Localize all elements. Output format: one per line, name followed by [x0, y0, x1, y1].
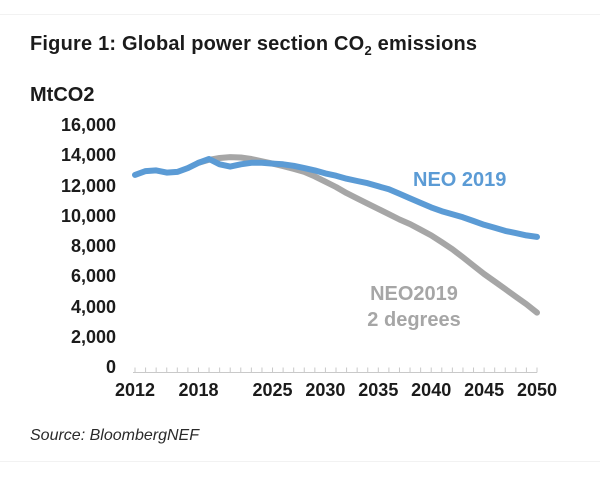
- y-axis-unit-label: MtCO2: [30, 84, 95, 106]
- x-axis-tick-label: 2050: [516, 380, 558, 400]
- figure-title-subscript: 2: [364, 43, 372, 58]
- top-divider: [0, 14, 600, 15]
- x-axis-tick-label: 2012: [114, 380, 156, 400]
- x-axis-tick-label: 2030: [305, 380, 346, 400]
- y-axis-tick-label: 6,000: [70, 266, 116, 287]
- figure-title: Figure 1: Global power section CO2 emiss…: [30, 33, 478, 58]
- y-axis-tick-label: 0: [105, 357, 116, 377]
- x-axis-tick-label: 2035: [358, 380, 399, 400]
- x-axis-tick-label: 2040: [411, 380, 452, 400]
- neo-2019-line: [132, 156, 540, 240]
- y-axis-tick-label: 14,000: [60, 145, 116, 166]
- source-credit: Source: BloombergNEF: [30, 427, 199, 444]
- series-label-neo-2019-2-degrees-line2: 2 degrees: [367, 309, 461, 331]
- neo2019-2-degrees-line: [195, 154, 540, 316]
- y-axis-tick-label: 8,000: [70, 236, 116, 256]
- y-axis-tick-label: 12,000: [60, 175, 116, 196]
- figure-title-text: Figure 1: Global power section CO: [30, 33, 365, 55]
- x-axis-tick-label: 2045: [464, 380, 505, 400]
- y-axis-tick-label: 10,000: [60, 205, 116, 226]
- y-axis-tick-label: 16,000: [60, 115, 116, 135]
- series-label-neo-2019-2-degrees: NEO2019 2 degrees: [352, 281, 476, 333]
- y-axis-tick-label: 4,000: [70, 296, 116, 317]
- x-axis-tick-label: 2018: [178, 380, 219, 400]
- y-axis-tick-label: 2,000: [70, 326, 116, 347]
- series-label-neo-2019-2-degrees-line1: NEO2019: [370, 283, 458, 305]
- figure-title-suffix: emissions: [371, 33, 478, 55]
- series-label-neo-2019: NEO 2019: [413, 167, 506, 193]
- series-label-neo-2019-text: NEO 2019: [413, 169, 507, 191]
- x-axis-tick-label: 2025: [252, 380, 293, 400]
- bottom-divider: [0, 461, 600, 462]
